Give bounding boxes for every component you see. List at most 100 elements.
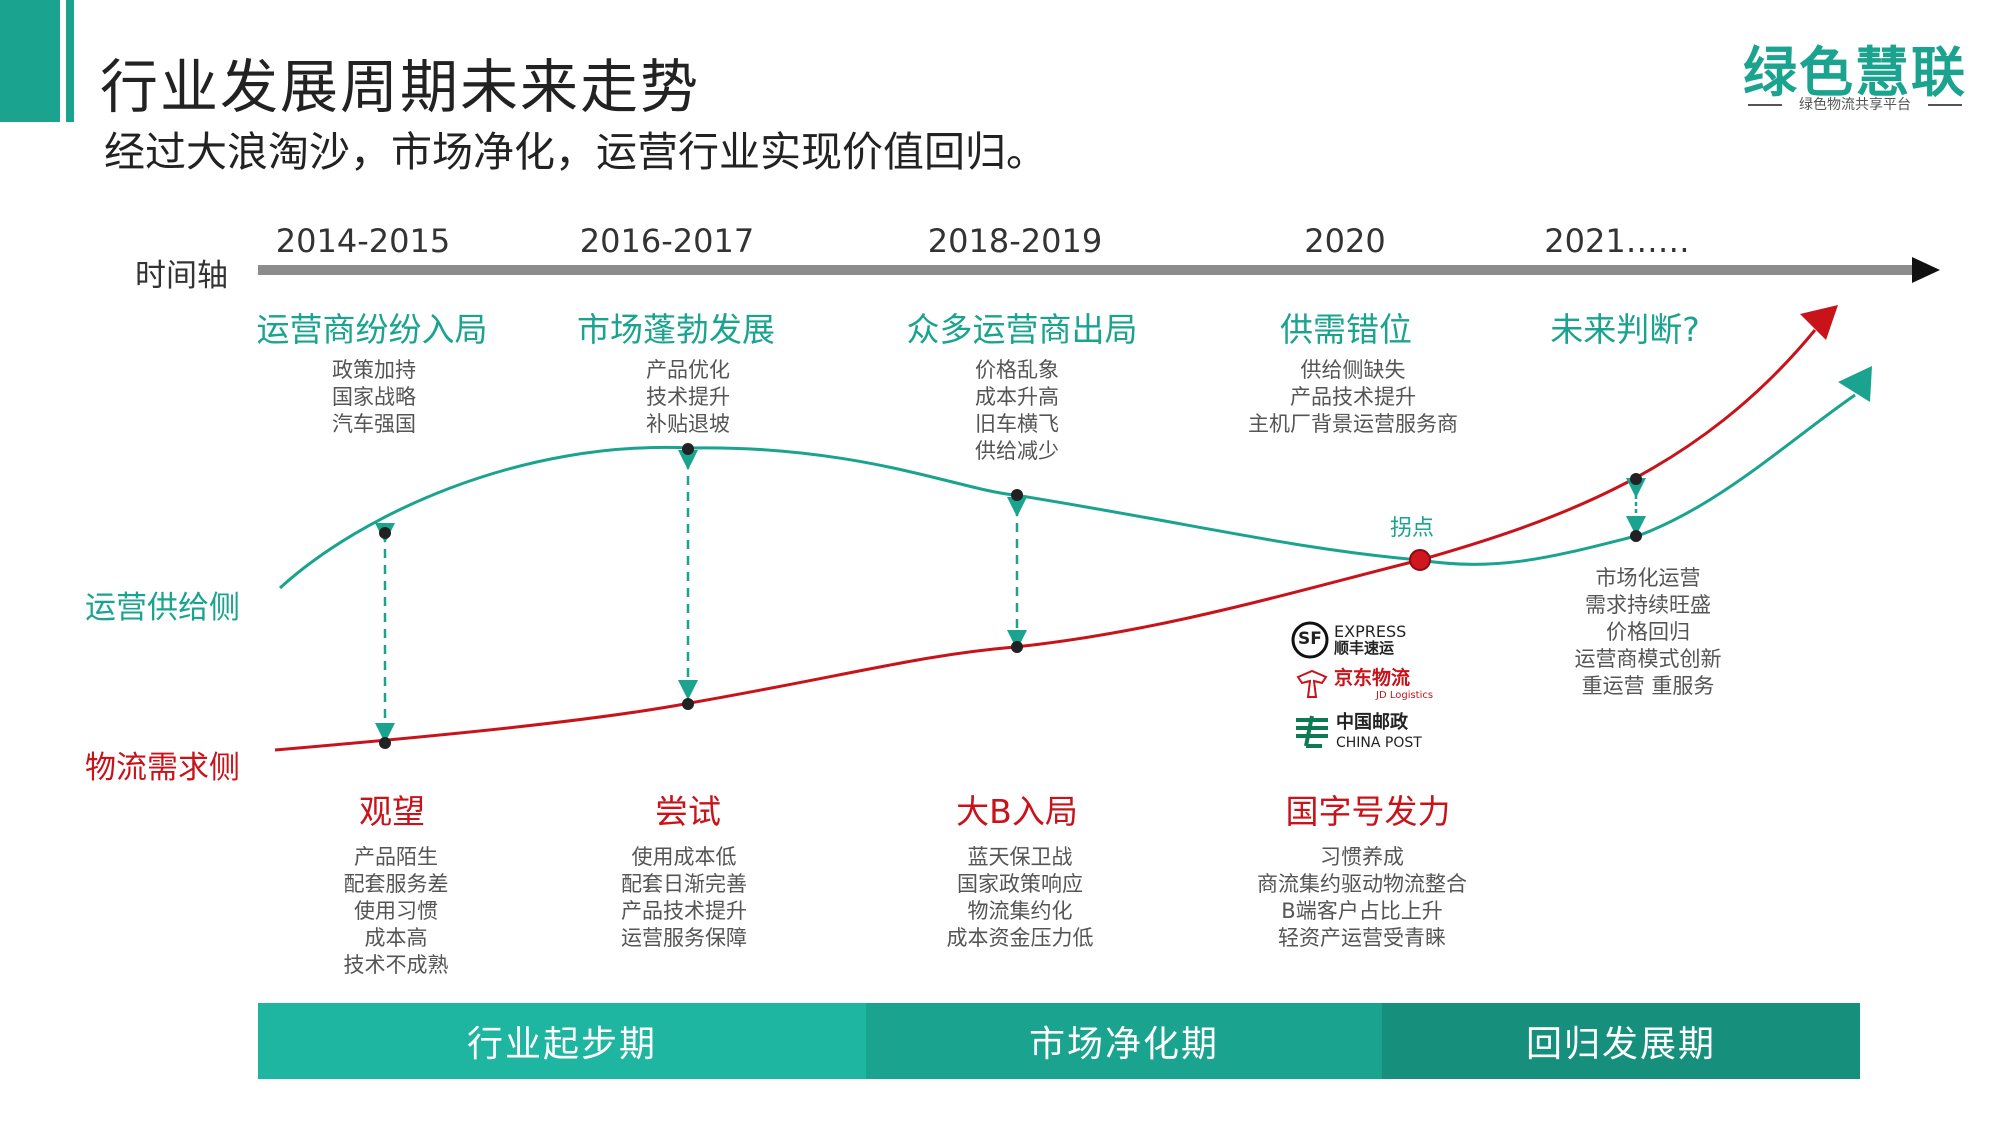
list-item: 产品技术提升 <box>1290 385 1416 409</box>
supply-phase-points: 政策加持 国家战略 汽车强国 <box>332 357 416 438</box>
logo-divider-right <box>1928 104 1962 106</box>
page-title: 行业发展周期未来走势 <box>100 53 701 121</box>
list-item: 需求持续旺盛 <box>1585 593 1711 617</box>
period-band-purify: 市场净化期 <box>866 1003 1382 1079</box>
supply-side-label: 运营供给侧 <box>85 590 240 626</box>
demand-phase-points: 习惯养成 商流集约驱动物流整合 B端客户占比上升 轻资产运营受青睐 <box>1257 844 1467 952</box>
list-item: 政策加持 <box>332 358 416 382</box>
axis-label: 时间轴 <box>135 258 228 294</box>
supply-curve-arrow-icon <box>1838 366 1872 402</box>
year-label: 2021…… <box>1544 222 1690 260</box>
sf-logo-en: EXPRESS <box>1334 622 1407 641</box>
list-item: 成本升高 <box>975 385 1059 409</box>
list-item: 商流集约驱动物流整合 <box>1257 872 1467 896</box>
list-item: 主机厂背景运营服务商 <box>1248 412 1458 436</box>
period-band-startup: 行业起步期 <box>258 1003 866 1079</box>
logo-text: 绿色慧联 <box>1743 41 1967 104</box>
demand-phase-title: 观望 <box>359 792 425 831</box>
year-label: 2020 <box>1304 222 1386 260</box>
year-label: 2018-2019 <box>927 222 1103 260</box>
supply-curve <box>278 393 1856 590</box>
supply-phase-title: 供需错位 <box>1280 310 1412 349</box>
list-item: 供给侧缺失 <box>1300 358 1406 382</box>
demand-point-1 <box>379 737 391 749</box>
demand-phase-title: 尝试 <box>655 792 721 831</box>
demand-curve-arrow-icon <box>1800 305 1838 340</box>
list-item: 汽车强国 <box>332 412 416 436</box>
period-band-return: 回归发展期 <box>1382 1003 1860 1079</box>
demand-point-2 <box>682 698 694 710</box>
list-item: 旧车横飞 <box>975 412 1059 436</box>
supply-point-2 <box>682 443 694 455</box>
list-item: 价格乱象 <box>975 358 1059 382</box>
demand-phase-points: 蓝天保卫战 国家政策响应 物流集约化 成本资金压力低 <box>947 844 1094 952</box>
supply-phase-title: 众多运营商出局 <box>906 310 1138 349</box>
list-item: 使用成本低 <box>631 845 737 869</box>
supply-phase-title: 未来判断? <box>1550 310 1700 349</box>
year-label: 2014-2015 <box>275 222 451 260</box>
accent-bar <box>0 0 60 122</box>
supply-point-1 <box>379 527 391 539</box>
supply-phase-points: 价格乱象 成本升高 旧车横飞 供给减少 <box>975 357 1059 465</box>
demand-phase-title: 国字号发力 <box>1285 792 1451 831</box>
china-post-logo: 中国邮政 CHINA POST <box>1290 710 1440 754</box>
china-post-cn: 中国邮政 <box>1336 712 1408 733</box>
list-item: 产品优化 <box>646 358 730 382</box>
list-item: B端客户占比上升 <box>1281 899 1443 923</box>
supply-point-3 <box>1011 489 1023 501</box>
list-item: 运营服务保障 <box>621 926 747 950</box>
demand-side-label: 物流需求侧 <box>85 750 240 786</box>
brand-logo: 绿色慧联 绿色物流共享平台 <box>1740 28 1970 128</box>
sf-logo-icon <box>1291 621 1329 659</box>
future-points: 市场化运营 需求持续旺盛 价格回归 运营商模式创新 重运营 重服务 <box>1575 565 1722 700</box>
jd-logistics-logo: 京东物流 JD Logistics <box>1290 665 1440 705</box>
china-post-icon <box>1296 715 1328 748</box>
list-item: 蓝天保卫战 <box>967 845 1073 869</box>
jd-dog-icon <box>1296 669 1328 698</box>
list-item: 物流集约化 <box>967 899 1073 923</box>
inflection-point <box>1409 549 1431 571</box>
demand-phase-points: 使用成本低 配套日渐完善 产品技术提升 运营服务保障 <box>621 844 747 952</box>
list-item: 成本资金压力低 <box>946 926 1094 950</box>
list-item: 产品技术提升 <box>621 899 747 923</box>
list-item: 供给减少 <box>975 439 1059 463</box>
list-item: 使用习惯 <box>354 899 438 923</box>
year-label: 2016-2017 <box>579 222 755 260</box>
supply-phase-title: 运营商纷纷入局 <box>256 310 488 349</box>
list-item: 国家战略 <box>332 385 416 409</box>
supply-point-4 <box>1630 530 1642 542</box>
jd-logo-cn: 京东物流 <box>1334 667 1411 689</box>
list-item: 轻资产运营受青睐 <box>1278 926 1446 950</box>
list-item: 技术不成熟 <box>343 953 449 977</box>
logo-tagline: 绿色物流共享平台 <box>1799 97 1911 113</box>
list-item: 配套日渐完善 <box>621 872 747 896</box>
demand-point-3 <box>1011 641 1023 653</box>
list-item: 配套服务差 <box>343 872 449 896</box>
sf-express-logo: SF EXPRESS 顺丰速运 <box>1290 620 1440 660</box>
list-item: 习惯养成 <box>1320 845 1404 869</box>
list-item: 国家政策响应 <box>957 872 1083 896</box>
demand-point-4 <box>1630 473 1642 485</box>
inflection-label: 拐点 <box>1390 516 1435 541</box>
supply-phase-title: 市场蓬勃发展 <box>577 310 775 349</box>
list-item: 产品陌生 <box>354 845 438 869</box>
list-item: 运营商模式创新 <box>1574 647 1722 671</box>
china-post-en: CHINA POST <box>1336 735 1422 751</box>
logo-divider-left <box>1748 104 1782 106</box>
list-item: 技术提升 <box>646 385 730 409</box>
list-item: 补贴退坡 <box>646 412 730 436</box>
list-item: 市场化运营 <box>1595 566 1701 590</box>
supply-phase-points: 供给侧缺失 产品技术提升 主机厂背景运营服务商 <box>1248 357 1458 438</box>
demand-phase-points: 产品陌生 配套服务差 使用习惯 成本高 技术不成熟 <box>344 844 449 979</box>
demand-phase-title: 大B入局 <box>956 792 1078 831</box>
page-subtitle: 经过大浪淘沙，市场净化，运营行业实现价值回归。 <box>104 128 1047 176</box>
list-item: 价格回归 <box>1606 620 1690 644</box>
supply-phase-points: 产品优化 技术提升 补贴退坡 <box>646 357 730 438</box>
accent-bar-thin <box>66 0 74 122</box>
list-item: 重运营 重服务 <box>1581 674 1715 698</box>
list-item: 成本高 <box>364 926 428 950</box>
jd-logo-en: JD Logistics <box>1376 690 1434 701</box>
sf-logo-cn: 顺丰速运 <box>1334 639 1395 657</box>
sf-logo-mark: SF <box>1298 629 1322 649</box>
